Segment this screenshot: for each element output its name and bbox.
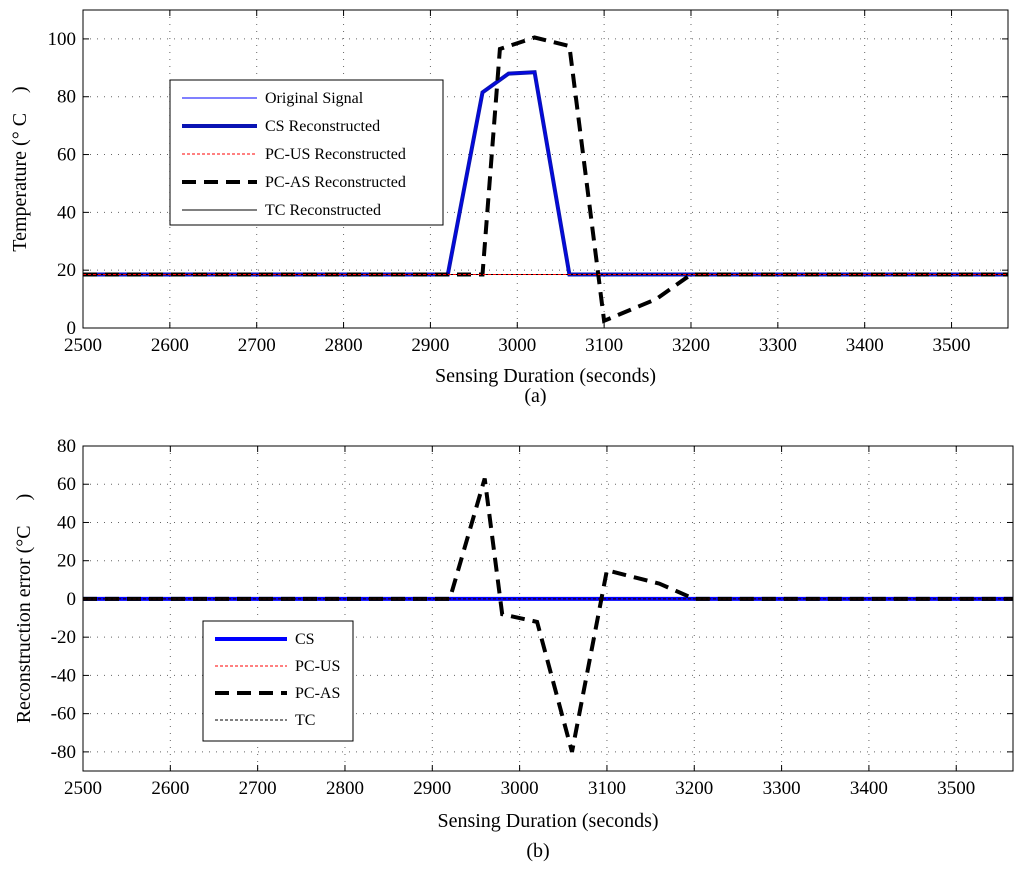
legend: CS PC-US PC-AS TC [202, 620, 354, 742]
legend-label: Original Signal [265, 90, 364, 107]
y-tick-label: 0 [67, 318, 77, 339]
y-tick-label: 0 [67, 589, 77, 610]
y-tick-label: 80 [57, 436, 76, 457]
x-tick-label: 3200 [675, 778, 713, 799]
x-tick-label: 3200 [672, 335, 710, 356]
y-tick-label: 20 [57, 260, 76, 281]
legend-label: PC-US [295, 658, 340, 675]
y-tick-label: -20 [51, 627, 76, 648]
series-group [83, 35, 1008, 324]
legend: Original Signal CS Reconstructed PC-US Rec… [169, 79, 444, 226]
x-tick-label: 3500 [937, 778, 975, 799]
y-tick-label: -60 [51, 704, 76, 725]
x-tick-label: 3300 [759, 335, 797, 356]
x-tick-label: 2900 [413, 778, 451, 799]
y-tick-label: 60 [57, 474, 76, 495]
plot-frame [82, 445, 1014, 772]
y-axis-label: Reconstruction error (°C ) [13, 494, 35, 724]
x-tick-label: 2500 [64, 778, 102, 799]
x-tick-label: 2500 [64, 335, 102, 356]
x-tick-label: 2800 [325, 335, 363, 356]
x-tick-label: 3300 [763, 778, 801, 799]
chart-panel-b: 2500 2600 2700 2800 2900 3000 3100 3200 3300 3400… [13, 436, 1014, 862]
series-line-pc-as [83, 477, 1013, 753]
series-group [83, 477, 1013, 753]
x-tick-label: 2600 [151, 778, 189, 799]
y-axis-label: Temperature (° C ) [9, 86, 31, 251]
legend-label: CS Reconstructed [265, 118, 380, 135]
y-tick-label: -80 [51, 742, 76, 763]
y-tick-label: 40 [57, 512, 76, 533]
x-tick-label: 2600 [151, 335, 189, 356]
legend-label: TC [295, 712, 315, 729]
y-tick-label: 100 [48, 29, 77, 50]
x-tick-label: 2800 [326, 778, 364, 799]
x-tick-label: 3400 [846, 335, 884, 356]
x-tick-label: 2900 [411, 335, 449, 356]
x-tick-label: 2700 [238, 335, 276, 356]
x-tick-label: 2700 [239, 778, 277, 799]
legend-label: PC-AS Reconstructed [265, 174, 406, 191]
y-tick-label: -40 [51, 665, 76, 686]
x-tick-label: 3100 [585, 335, 623, 356]
legend-label: PC-US Reconstructed [265, 146, 406, 163]
y-tick-label: 80 [57, 87, 76, 108]
x-tick-label: 3000 [501, 778, 539, 799]
x-tick-label: 3500 [933, 335, 971, 356]
x-axis-label: Sensing Duration (seconds) [437, 810, 658, 832]
x-tick-label: 3400 [850, 778, 888, 799]
y-tick-label: 40 [57, 202, 76, 223]
panel-caption: (b) [526, 840, 549, 862]
y-tick-label: 20 [57, 551, 76, 572]
x-tick-label: 3000 [498, 335, 536, 356]
series-line-pc-as-reconstructed [83, 35, 1008, 324]
y-tick-label: 60 [57, 145, 76, 166]
plot-frame [82, 9, 1009, 329]
legend-box [169, 79, 444, 226]
chart-panel-a: 2500 2600 2700 2800 2900 3000 3100 3200 3300 3400… [9, 9, 1009, 407]
legend-label: CS [295, 631, 315, 648]
panel-caption: (a) [524, 385, 546, 407]
x-axis-label: Sensing Duration (seconds) [435, 365, 656, 387]
legend-label: PC-AS [295, 685, 340, 702]
legend-label: TC Reconstructed [265, 202, 381, 219]
x-tick-label: 3100 [588, 778, 626, 799]
